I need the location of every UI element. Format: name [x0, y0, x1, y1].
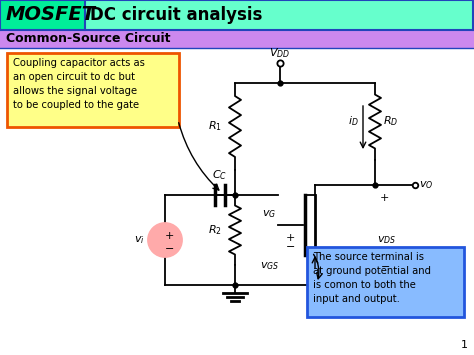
Text: $v_G$: $v_G$: [262, 208, 276, 220]
Text: $R_1$: $R_1$: [208, 120, 222, 133]
Text: $i_D$: $i_D$: [348, 115, 359, 129]
Text: +: +: [164, 231, 173, 241]
Text: $v_O$: $v_O$: [419, 179, 433, 191]
Text: 1: 1: [461, 340, 468, 350]
Bar: [0, 30, 474, 48]
Text: Common-Source Circuit: Common-Source Circuit: [6, 33, 171, 45]
Text: $-$: $-$: [164, 242, 174, 252]
Text: $-$: $-$: [380, 260, 390, 270]
Text: $V_{DD}$: $V_{DD}$: [269, 46, 291, 60]
Text: +: +: [380, 193, 389, 203]
FancyBboxPatch shape: [7, 53, 179, 127]
Bar: [0, 0, 85, 30]
Text: DC circuit analysis: DC circuit analysis: [90, 6, 263, 24]
Text: $v_{DS}$: $v_{DS}$: [377, 234, 396, 246]
Text: The source terminal is
at ground potential and
is comon to both the
input and ou: The source terminal is at ground potenti…: [313, 252, 431, 304]
Text: MOSFET: MOSFET: [6, 5, 96, 24]
Text: +: +: [285, 233, 295, 243]
Text: $R_2$: $R_2$: [208, 223, 222, 237]
Text: $R_D$: $R_D$: [383, 115, 398, 129]
Text: $-$: $-$: [285, 240, 295, 250]
Circle shape: [148, 223, 182, 257]
Text: $v_i$: $v_i$: [134, 234, 145, 246]
Text: Coupling capacitor acts as
an open circuit to dc but
allows the signal voltage
t: Coupling capacitor acts as an open circu…: [13, 58, 145, 110]
Text: $C_C$: $C_C$: [212, 168, 228, 182]
FancyBboxPatch shape: [307, 247, 464, 317]
Bar: [85, 0, 474, 30]
Text: $v_{GS}$: $v_{GS}$: [260, 260, 280, 272]
